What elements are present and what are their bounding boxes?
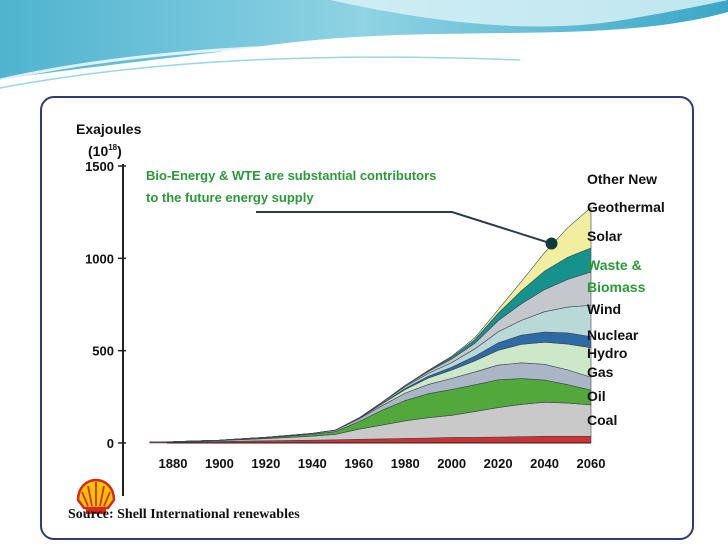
x-tick-label: 2040 [530, 456, 559, 471]
legend-label: Biomass [587, 279, 646, 295]
x-tick-label: 1900 [205, 456, 234, 471]
y-tick-label: 1000 [85, 251, 114, 266]
legend-label: Oil [587, 388, 606, 404]
legend-label: Other New [587, 171, 657, 187]
y-ticks: 0 500 1000 1500 [85, 159, 126, 451]
y-tick-label: 0 [107, 436, 114, 451]
energy-chart: Exajoules (1018) 0 500 1000 1500 1880 1900 19… [68, 121, 665, 522]
y-tick-label: 500 [92, 344, 114, 359]
annotation-line-2: to the future energy supply [146, 190, 314, 205]
legend-label: Wind [587, 301, 621, 317]
axes-group [122, 164, 591, 496]
x-tick-label: 1920 [251, 456, 280, 471]
chart-frame: Exajoules (1018) 0 500 1000 1500 1880 1900 19… [40, 96, 694, 540]
shell-logo [76, 478, 116, 514]
y-axis-unit: (1018) [88, 143, 122, 159]
x-tick-label: 2000 [437, 456, 466, 471]
legend-label: Geothermal [587, 199, 665, 215]
area-other-new [149, 206, 592, 443]
y-tick-label: 1500 [85, 159, 114, 174]
legend-label: Gas [587, 364, 614, 380]
x-tick-label: 1960 [344, 456, 373, 471]
y-axis-title: Exajoules [76, 121, 142, 137]
legend: Other New Geothermal Solar Waste & Biomass Wi… [587, 171, 665, 428]
source-note: Source: Shell International renewables [68, 507, 300, 522]
x-tick-label: 1980 [391, 456, 420, 471]
legend-label: Coal [587, 412, 617, 428]
x-tick-label: 2060 [577, 456, 606, 471]
legend-label: Nuclear [587, 327, 639, 343]
x-tick-label: 1940 [298, 456, 327, 471]
slide-banner [0, 0, 728, 89]
legend-label: Waste & [587, 257, 642, 273]
x-tick-label: 2020 [484, 456, 513, 471]
legend-label: Hydro [587, 345, 627, 361]
legend-label: Solar [587, 228, 623, 244]
annotation-dot [545, 237, 558, 250]
annotation-line-1: Bio-Energy & WTE are substantial contrib… [146, 168, 436, 183]
x-tick-label: 1880 [159, 456, 188, 471]
x-ticks: 1880 1900 1920 1940 1960 1980 2000 2020 2040 2060 [159, 456, 606, 471]
annotation-pointer [256, 211, 552, 245]
area-series-group [149, 206, 592, 444]
